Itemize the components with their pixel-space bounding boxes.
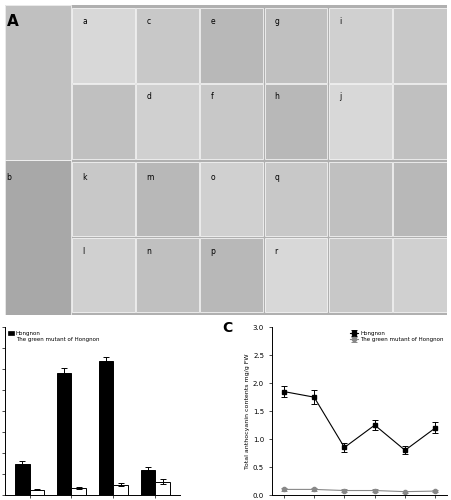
Bar (392, 162, 451, 236)
Text: o: o (210, 172, 215, 182)
Bar (113, 484, 128, 495)
Y-axis label: Total anthocyanin contents mg/g FW: Total anthocyanin contents mg/g FW (244, 354, 249, 469)
Text: n: n (146, 247, 151, 256)
Text: g: g (274, 18, 279, 26)
Bar (200, 84, 262, 158)
Bar (200, 8, 262, 83)
Bar (5, 160, 71, 316)
Bar (15, 464, 30, 495)
Bar (200, 238, 262, 312)
Text: l: l (82, 247, 84, 256)
Bar (72, 8, 134, 83)
Text: k: k (82, 172, 86, 182)
Text: q: q (274, 172, 279, 182)
Text: A: A (7, 14, 18, 30)
Text: p: p (210, 247, 215, 256)
Bar (136, 8, 198, 83)
Bar (136, 238, 198, 312)
Text: r: r (274, 247, 277, 256)
Bar (140, 470, 155, 495)
Text: a: a (82, 18, 87, 26)
Text: h: h (274, 92, 279, 101)
Text: i: i (338, 18, 341, 26)
Bar (72, 84, 134, 158)
Bar (392, 84, 451, 158)
Bar (264, 238, 327, 312)
Bar (72, 238, 134, 312)
Bar (264, 162, 327, 236)
Bar (98, 361, 113, 495)
Bar (328, 8, 391, 83)
Text: b: b (7, 172, 12, 182)
Bar (57, 374, 71, 495)
Bar (136, 84, 198, 158)
Bar (155, 482, 170, 495)
Bar (264, 84, 327, 158)
Bar (392, 8, 451, 83)
Text: d: d (146, 92, 151, 101)
Bar (328, 84, 391, 158)
Bar (30, 490, 44, 495)
Text: f: f (210, 92, 213, 101)
Bar (5, 5, 71, 160)
Bar (392, 238, 451, 312)
Text: C: C (222, 320, 232, 334)
Bar (72, 162, 134, 236)
Bar (328, 238, 391, 312)
Text: m: m (146, 172, 153, 182)
Text: j: j (338, 92, 341, 101)
Legend: Hongnon, The green mutant of Hongnon: Hongnon, The green mutant of Hongnon (7, 330, 100, 344)
Bar (71, 488, 86, 495)
Text: c: c (146, 18, 150, 26)
Bar (328, 162, 391, 236)
Text: e: e (210, 18, 215, 26)
Bar (200, 162, 262, 236)
Bar (136, 162, 198, 236)
Legend: Hongnon, The green mutant of Hongnon: Hongnon, The green mutant of Hongnon (348, 330, 444, 344)
Bar (264, 8, 327, 83)
